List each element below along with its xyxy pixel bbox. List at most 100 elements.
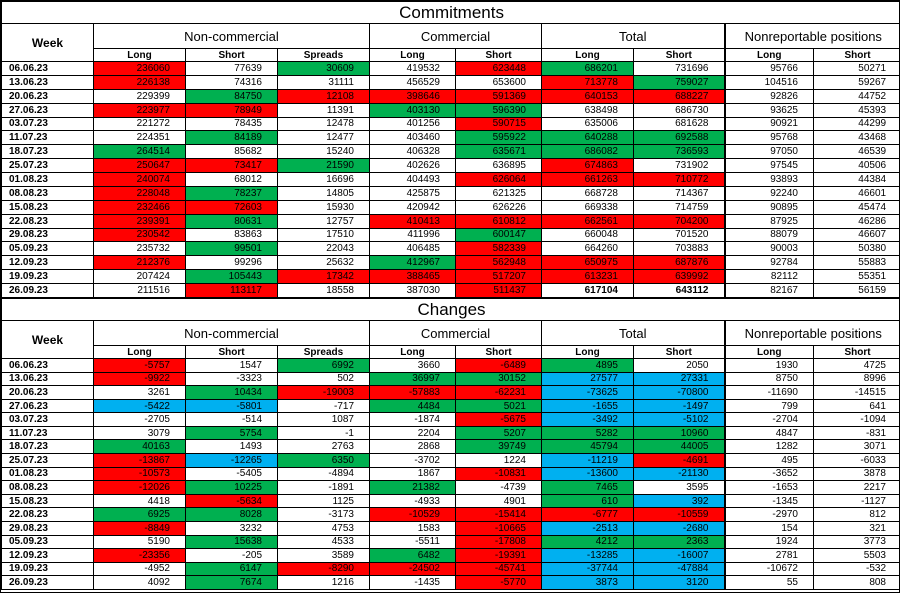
value-cell: -5757 [93,358,186,373]
value-cell: 502 [277,371,370,387]
value-cell: 6925 [93,507,186,522]
week-label: 08.08.23 [1,480,94,495]
week-label: 22.08.23 [1,507,94,522]
value-cell: -5405 [185,466,278,482]
section-title-commitments: Commitments [0,1,900,24]
value-cell: 653600 [455,74,542,90]
week-label: 12.09.23 [1,548,94,563]
week-label: 05.09.23 [1,534,94,550]
value-cell: 104516 [723,74,814,90]
subheader-short: Short [633,345,725,359]
value-cell: -11690 [723,385,814,400]
value-cell: -5634 [185,493,278,509]
table-row: 05.09.23 5190 15638 4533 -5511 -17808 4212 2363… [1,534,900,550]
value-cell: 660048 [541,227,634,243]
week-label: 25.07.23 [1,158,94,173]
value-cell: 3595 [633,480,725,495]
value-cell: -1497 [633,398,725,414]
value-cell: 230542 [93,227,186,243]
table-row: 01.08.23 -10573 -5405 -4894 1867 -10831 -13600… [1,466,900,482]
value-cell: 84189 [185,130,278,146]
value-cell: 30152 [455,371,542,387]
value-cell: -47884 [633,561,725,577]
value-cell: 4418 [93,493,186,509]
value-cell: -6777 [541,507,634,522]
table-row: 18.07.23 40163 1493 2763 2868 39749 45794 44005… [1,439,900,455]
value-cell: 45474 [812,199,900,215]
value-cell: 15638 [185,534,278,550]
table-row: 22.08.23 6925 8028 -3173 -10529 -15414 -6777 -1… [1,507,900,522]
value-cell: 1224 [455,453,542,468]
value-cell: -10831 [455,466,542,482]
week-label: 20.06.23 [1,385,94,400]
value-cell: 3660 [369,358,456,373]
value-cell: 82167 [723,283,814,298]
value-cell: 623448 [455,61,542,76]
subheader-long: Long [369,48,456,62]
value-cell: -1874 [369,412,456,427]
value-cell: 731696 [633,61,725,76]
week-label: 12.09.23 [1,255,94,271]
value-cell: 5282 [541,425,634,441]
value-cell: 105443 [185,269,278,284]
value-cell: -4739 [455,480,542,495]
value-cell: 40506 [812,158,900,173]
value-cell: 714367 [633,185,725,201]
value-cell: 36997 [369,371,456,387]
value-cell: 688227 [633,88,725,104]
value-cell: 17342 [277,269,370,284]
value-cell: 626064 [455,172,542,187]
value-cell: 4901 [455,493,542,509]
table-row: 13.06.23 226138 74316 31111 456529 653600 7137… [1,74,900,90]
value-cell: 11391 [277,102,370,118]
value-cell: 664260 [541,241,634,257]
value-cell: -6033 [813,453,900,468]
value-cell: 97050 [723,144,814,160]
value-cell: -16007 [633,548,725,563]
value-cell: 668728 [541,185,634,201]
value-cell: 4847 [723,425,814,441]
value-cell: 4725 [813,358,900,373]
value-cell: 398646 [369,88,456,104]
table-row: 11.07.23 3079 5754 -1 2204 5207 5282 10960 4847-… [1,425,900,441]
value-cell: 10225 [185,480,278,495]
value-cell: -17808 [455,534,542,550]
subheader-long: Long [541,345,634,359]
table-row: 19.09.23 207424 105443 17342 388465 517207 613… [1,269,900,284]
value-cell: 713778 [541,74,634,90]
value-cell: 6992 [277,358,370,373]
value-cell: 22043 [277,241,370,257]
value-cell: -8849 [93,520,186,536]
value-cell: 228048 [93,185,186,201]
value-cell: 84750 [185,88,278,104]
value-cell: -21130 [633,466,725,482]
subheader-short: Short [813,345,900,359]
value-cell: 232466 [93,199,186,215]
value-cell: 5207 [455,425,542,441]
value-cell: 83863 [185,227,278,243]
value-cell: -10529 [369,507,456,522]
value-cell: 4895 [541,358,634,373]
value-cell: -37744 [541,561,634,577]
value-cell: 638498 [541,102,634,118]
table-row: 29.08.23 -8849 3232 4753 1583 -10665 -2513 -268… [1,520,900,536]
value-cell: 3071 [813,439,900,455]
value-cell: 681628 [633,116,725,132]
value-cell: 55351 [812,269,900,284]
value-cell: -3323 [185,371,278,387]
value-cell: 10434 [185,385,278,400]
value-cell: -5102 [633,412,725,427]
value-cell: 90003 [723,241,814,257]
value-cell: -205 [185,548,278,563]
value-cell: -12265 [185,453,278,468]
value-cell: 701520 [633,227,725,243]
value-cell: -10559 [633,507,725,522]
value-cell: 207424 [93,269,186,284]
value-cell: 3878 [813,466,900,482]
value-cell: 44752 [812,88,900,104]
value-cell: -5675 [455,412,542,427]
value-cell: 1583 [369,520,456,536]
week-label: 11.07.23 [1,130,94,146]
value-cell: -1655 [541,398,634,414]
value-cell: 636895 [455,158,542,173]
